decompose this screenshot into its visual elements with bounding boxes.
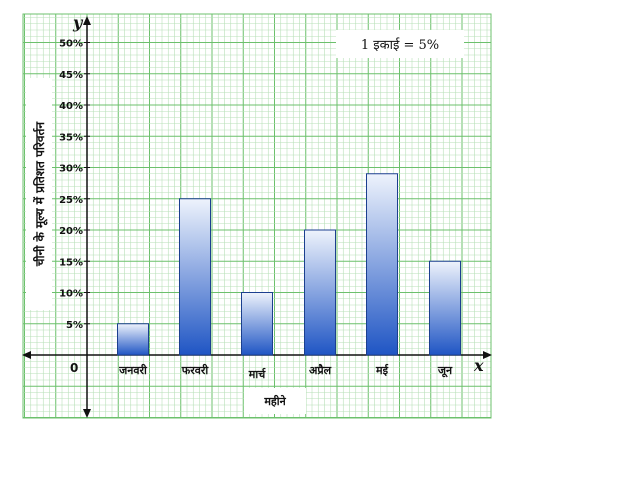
bar <box>241 292 273 356</box>
bars <box>117 173 461 356</box>
y-axis-letter: y <box>72 13 84 32</box>
y-tick-label: 45% <box>59 70 83 81</box>
x-category-labels: जनवरी फरवरी मार्च अप्रैल मई जून <box>118 363 453 381</box>
bar <box>117 323 149 356</box>
x-axis-letter: x <box>473 356 484 375</box>
y-tick-label: 35% <box>59 132 83 143</box>
y-tick-label: 25% <box>59 195 83 206</box>
x-axis-arrow-left <box>22 351 31 359</box>
graph-paper-grid <box>22 13 492 419</box>
y-axis-label: चीनी के मूल्य में प्रतिशत परिवर्तन <box>33 121 48 268</box>
x-category-label: फरवरी <box>181 363 210 377</box>
y-axis-arrow-up <box>83 16 91 25</box>
bar <box>304 229 336 356</box>
x-category-label: जनवरी <box>118 363 148 377</box>
x-axis-arrow-right <box>483 351 492 359</box>
bar <box>366 173 398 356</box>
y-tick-label: 20% <box>59 226 83 237</box>
bar <box>429 260 461 356</box>
grid-border <box>22 13 492 419</box>
unit-note: 1 इकाई = 5% <box>361 37 439 53</box>
x-axis-label-box <box>244 388 306 414</box>
x-category-label: जून <box>437 364 453 378</box>
x-category-label: अप्रैल <box>309 363 332 377</box>
bar <box>179 198 211 356</box>
unit-note-box <box>336 30 464 58</box>
origin-label: 0 <box>70 361 78 375</box>
x-axis-label: महीने <box>263 394 286 408</box>
y-tick-label: 50% <box>59 39 83 50</box>
y-tick-label: 5% <box>66 320 83 331</box>
y-tick-label: 40% <box>59 101 83 112</box>
x-category-label: मई <box>375 363 389 377</box>
y-tick-label: 15% <box>59 257 83 268</box>
y-tick-label: 10% <box>59 289 83 300</box>
y-axis-arrow-down <box>83 409 91 418</box>
y-axis-label-box <box>26 78 52 310</box>
y-tick-labels: 5% 10% 15% 20% 25% 30% 35% 40% 45% 50% <box>59 39 90 331</box>
x-category-label: मार्च <box>248 367 266 381</box>
y-tick-label: 30% <box>59 164 83 175</box>
